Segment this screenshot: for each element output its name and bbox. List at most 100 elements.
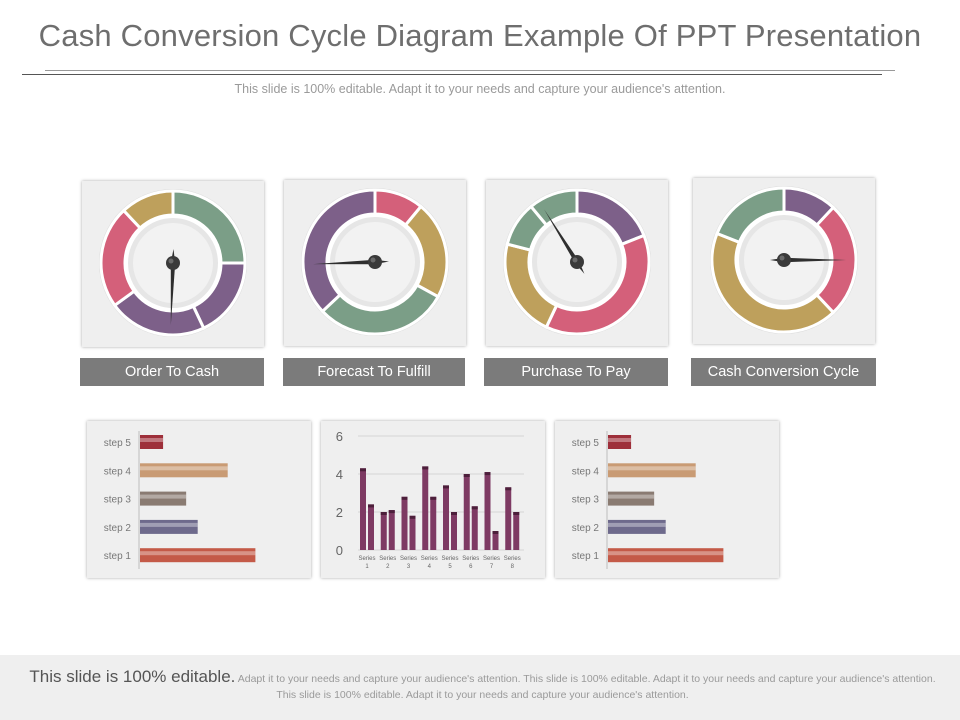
vbar-chart-center: 0 2 4 6 Series 1 Series 2 Series 3 Series 4 Series 5 S… (336, 429, 524, 570)
chart-card-right: step 5 step 4 step 3 step 2 step 1 (555, 421, 779, 578)
bar (451, 512, 457, 550)
bar-highlight (140, 494, 187, 499)
gauge-hub-highlight (168, 258, 174, 264)
gauge-hub-highlight (779, 255, 785, 261)
bar-highlight (608, 551, 724, 556)
bar (513, 512, 520, 550)
bar-cap (451, 512, 457, 515)
bar (608, 548, 724, 563)
bar-cap (492, 531, 499, 534)
footer-lead: This slide is 100% editable. (29, 667, 236, 686)
bar-cap (409, 515, 416, 519)
tick-label: step 2 (572, 523, 600, 534)
bar (443, 485, 449, 550)
tick-label: step 5 (104, 438, 132, 449)
bar (505, 487, 512, 550)
bar-cap (463, 474, 470, 477)
bar (380, 512, 387, 550)
label-purchase-to-pay: Purchase To Pay (484, 358, 668, 386)
gauge-forecast-to-fulfill (301, 188, 449, 336)
gauge-hub (777, 253, 791, 267)
gauge-card-purchase-to-pay (486, 180, 668, 346)
bar (608, 463, 696, 478)
x-tick-label: Series (441, 556, 458, 562)
bar (430, 496, 437, 550)
x-tick-label: 2 (386, 564, 390, 570)
page-title: Cash Conversion Cycle Diagram Example Of… (38, 18, 922, 53)
gauge-card-forecast-to-fulfill (284, 180, 466, 346)
bar-highlight (140, 522, 198, 527)
x-tick-label: Series (462, 556, 479, 562)
x-tick-label: Series (379, 556, 396, 562)
bar-cap (401, 496, 408, 500)
bar-cap (513, 512, 520, 515)
gauge-hub-highlight (572, 257, 578, 263)
bar-cap (443, 485, 449, 489)
gauge-hub (166, 256, 180, 270)
bar (471, 506, 478, 550)
bar (140, 435, 164, 449)
label-order-to-cash: Order To Cash (80, 358, 264, 386)
bar (409, 515, 416, 550)
tick-label: step 3 (572, 495, 600, 506)
x-tick-label: Series (504, 556, 521, 562)
gauge-hub-highlight (370, 257, 376, 263)
x-tick-label: Series (483, 556, 500, 562)
chart-card-center: 0 2 4 6 Series 1 Series 2 Series 3 Series 4 Series 5 S… (321, 421, 545, 578)
bar-cap (380, 512, 387, 515)
x-tick-label: 1 (365, 564, 369, 570)
tick-label: step 3 (104, 495, 132, 506)
tick-label: step 4 (572, 466, 600, 477)
footer: This slide is 100% editable. Adapt it to… (0, 655, 960, 720)
bar (401, 496, 408, 550)
bar (388, 510, 395, 550)
bar-cap (388, 510, 395, 514)
tick-label: step 4 (104, 466, 132, 477)
y-tick-label: 2 (336, 505, 343, 520)
bar (608, 491, 655, 506)
bar-highlight (608, 438, 632, 442)
tick-label: step 2 (104, 523, 132, 534)
bar (140, 463, 228, 478)
chart-card-left: step 5 step 4 step 3 step 2 step 1 (87, 421, 311, 578)
bar (463, 474, 470, 550)
y-tick-label: 4 (336, 467, 343, 482)
bar (360, 468, 366, 550)
label-forecast-to-fulfill: Forecast To Fulfill (283, 358, 465, 386)
bar (140, 491, 187, 506)
bar (608, 519, 666, 534)
gauge-purchase-to-pay (503, 188, 651, 336)
x-tick-label: 8 (511, 564, 515, 570)
bar (140, 548, 256, 563)
bar-highlight (140, 466, 228, 471)
bar (484, 472, 491, 550)
bar (368, 504, 374, 550)
x-tick-label: 4 (428, 564, 432, 570)
gauge-order-to-cash (99, 189, 247, 337)
footer-body: Adapt it to your needs and capture your … (237, 673, 936, 701)
y-tick-label: 0 (336, 543, 343, 558)
bar (422, 466, 429, 550)
bar-cap (484, 472, 491, 476)
tick-label: step 5 (572, 438, 600, 449)
hbar-chart-left: step 5 step 4 step 3 step 2 step 1 (104, 431, 256, 569)
tick-label: step 1 (104, 551, 132, 562)
bar-cap (505, 487, 512, 491)
bar (492, 531, 499, 550)
bar-cap (430, 496, 437, 500)
bar-highlight (608, 466, 696, 471)
title-divider-dark (22, 74, 882, 75)
label-cash-conversion-cycle: Cash Conversion Cycle (691, 358, 876, 386)
bar (140, 519, 198, 534)
hbar-chart-right: step 5 step 4 step 3 step 2 step 1 (572, 431, 724, 569)
bar-highlight (140, 438, 164, 442)
x-tick-label: Series (400, 556, 417, 562)
footer-text: This slide is 100% editable. Adapt it to… (20, 667, 945, 703)
page-subtitle: This slide is 100% editable. Adapt it to… (234, 82, 726, 96)
bar (608, 435, 632, 449)
x-tick-label: Series (421, 556, 438, 562)
gauge-hub (570, 255, 584, 269)
x-tick-label: 6 (469, 564, 473, 570)
gauge-card-order-to-cash (82, 181, 264, 347)
tick-label: step 1 (572, 551, 600, 562)
